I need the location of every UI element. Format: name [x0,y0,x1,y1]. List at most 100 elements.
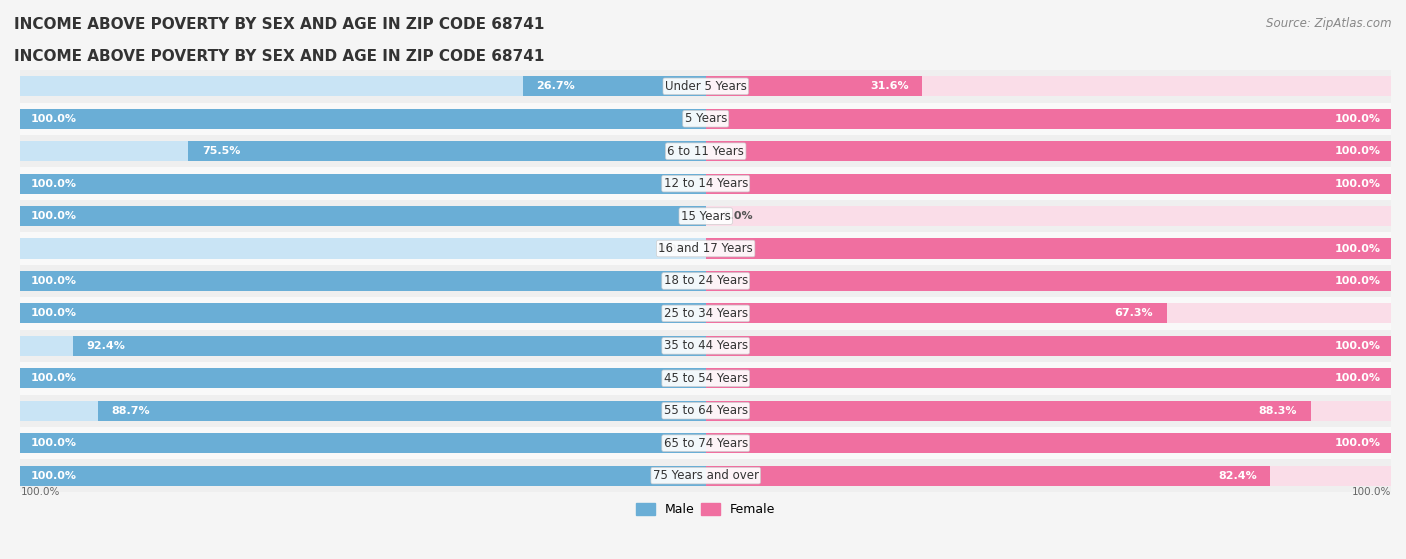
Bar [706,239,1391,259]
Bar [21,206,706,226]
Text: 100.0%: 100.0% [1334,341,1381,351]
Text: 31.6%: 31.6% [870,81,908,91]
Bar [21,466,706,486]
Bar [706,368,1391,389]
Bar [73,336,706,356]
Bar [706,108,1391,129]
Text: 35 to 44 Years: 35 to 44 Years [664,339,748,352]
Bar [706,304,1391,324]
Bar [21,174,706,194]
Bar [21,108,706,129]
Text: 100.0%: 100.0% [31,471,77,481]
Text: 15 Years: 15 Years [681,210,731,222]
Text: 12 to 14 Years: 12 to 14 Years [664,177,748,190]
Bar [21,271,706,291]
Bar [706,336,1391,356]
Text: 100.0%: 100.0% [31,179,77,188]
Bar [21,271,706,291]
Text: 100.0%: 100.0% [31,438,77,448]
Text: 5 Years: 5 Years [685,112,727,125]
Bar [706,433,1391,453]
Text: Source: ZipAtlas.com: Source: ZipAtlas.com [1267,17,1392,30]
Text: 65 to 74 Years: 65 to 74 Years [664,437,748,449]
Text: 100.0%: 100.0% [31,211,77,221]
Text: 100.0%: 100.0% [31,373,77,383]
Text: Under 5 Years: Under 5 Years [665,80,747,93]
Text: 6 to 11 Years: 6 to 11 Years [668,145,744,158]
Bar [706,336,1391,356]
Bar [706,271,1391,291]
Bar [706,76,922,96]
Bar [21,76,706,96]
Bar [21,336,706,356]
Bar [21,174,706,194]
Text: 100.0%: 100.0% [1334,438,1381,448]
Bar [706,174,1391,194]
Bar [706,239,1391,259]
Text: 100.0%: 100.0% [31,276,77,286]
Bar [21,368,706,389]
Bar [706,401,1391,421]
Bar [98,401,706,421]
Bar [21,459,1391,492]
Text: 100.0%: 100.0% [1334,146,1381,156]
Bar [706,108,1391,129]
Bar [706,76,1391,96]
Text: 100.0%: 100.0% [31,113,77,124]
Bar [21,141,706,161]
Bar [706,368,1391,389]
Bar [706,466,1271,486]
Bar [21,304,706,324]
Text: 67.3%: 67.3% [1115,309,1153,319]
Bar [706,206,1391,226]
Bar [706,304,1167,324]
Bar [21,362,1391,395]
Text: 100.0%: 100.0% [1334,373,1381,383]
Legend: Male, Female: Male, Female [631,498,780,521]
Text: 55 to 64 Years: 55 to 64 Years [664,404,748,417]
Text: 100.0%: 100.0% [1334,113,1381,124]
Text: 100.0%: 100.0% [31,309,77,319]
Text: 26.7%: 26.7% [537,81,575,91]
Text: 100.0%: 100.0% [1334,276,1381,286]
Bar [21,233,1391,265]
Bar [21,368,706,389]
Bar [188,141,706,161]
Bar [706,271,1391,291]
Text: 100.0%: 100.0% [21,487,60,498]
Bar [21,433,706,453]
Bar [706,174,1391,194]
Bar [21,265,1391,297]
Bar [523,76,706,96]
Text: 18 to 24 Years: 18 to 24 Years [664,274,748,287]
Text: 88.7%: 88.7% [111,406,150,416]
Bar [21,167,1391,200]
Text: 25 to 34 Years: 25 to 34 Years [664,307,748,320]
Text: 75.5%: 75.5% [202,146,240,156]
Bar [21,297,1391,330]
Text: 100.0%: 100.0% [1351,487,1391,498]
Text: 88.3%: 88.3% [1258,406,1298,416]
Text: 100.0%: 100.0% [1334,179,1381,188]
Bar [21,395,1391,427]
Bar [706,401,1310,421]
Text: 100.0%: 100.0% [1334,244,1381,254]
Bar [21,70,1391,102]
Text: 92.4%: 92.4% [86,341,125,351]
Bar [706,433,1391,453]
Bar [21,427,1391,459]
Bar [21,239,706,259]
Bar [21,102,1391,135]
Bar [706,466,1391,486]
Bar [21,401,706,421]
Text: 0.0%: 0.0% [723,211,754,221]
Bar [21,108,706,129]
Bar [21,466,706,486]
Bar [21,200,1391,233]
Text: INCOME ABOVE POVERTY BY SEX AND AGE IN ZIP CODE 68741: INCOME ABOVE POVERTY BY SEX AND AGE IN Z… [14,49,544,64]
Text: 45 to 54 Years: 45 to 54 Years [664,372,748,385]
Bar [21,206,706,226]
Text: 82.4%: 82.4% [1218,471,1257,481]
Bar [21,304,706,324]
Bar [21,135,1391,167]
